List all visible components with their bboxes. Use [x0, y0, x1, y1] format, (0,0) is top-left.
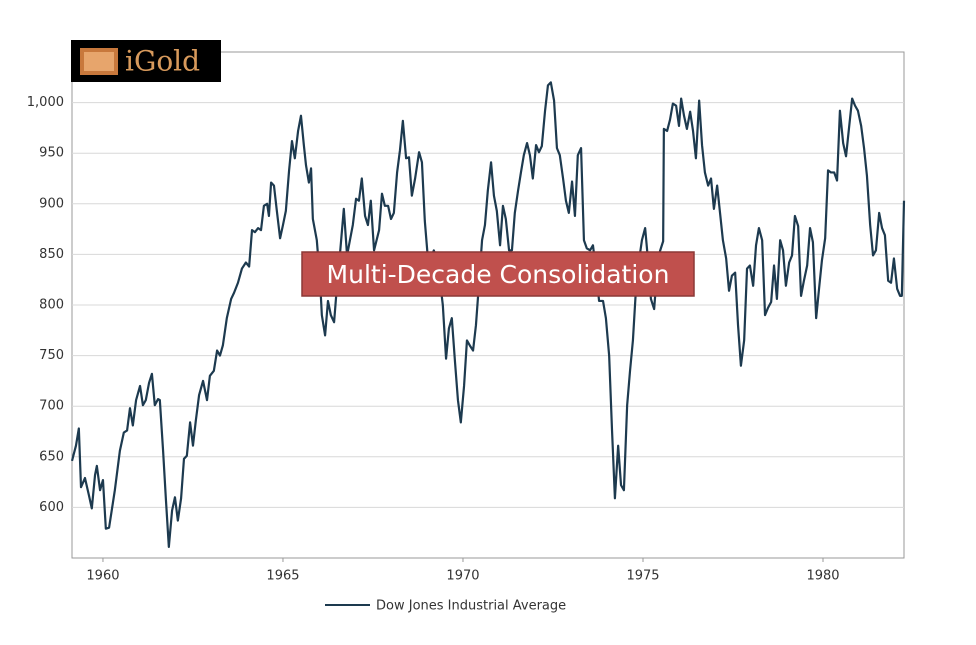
- legend-label: Dow Jones Industrial Average: [376, 599, 566, 614]
- x-tick-label: 1975: [626, 569, 659, 584]
- y-tick-label: 750: [39, 348, 64, 363]
- line: [70, 81, 906, 548]
- y-tick-label: 700: [39, 399, 64, 414]
- y-tick-label: 900: [39, 196, 64, 211]
- logo-text: iGold: [125, 45, 200, 78]
- annotation: Multi-Decade Consolidation: [327, 260, 670, 289]
- y-tick-label: 800: [39, 298, 64, 313]
- y-tick-label: 950: [39, 146, 64, 161]
- marks: 600 650 700 750 800 850 900 950 1,000 1960 1965 197…: [27, 81, 906, 584]
- y-tick-label: 1,000: [27, 95, 64, 110]
- x-tick-label: 1965: [266, 569, 299, 584]
- annotation-box: [301, 251, 695, 297]
- y-tick-label: 600: [39, 500, 64, 515]
- x-tick-label: 1970: [446, 569, 479, 584]
- logo-icon-inner: [84, 52, 114, 71]
- y-tick-label: 650: [39, 449, 64, 464]
- x-tick-label: 1960: [86, 569, 119, 584]
- x-tick-label: 1980: [806, 569, 839, 584]
- y-tick-label: 850: [39, 247, 64, 262]
